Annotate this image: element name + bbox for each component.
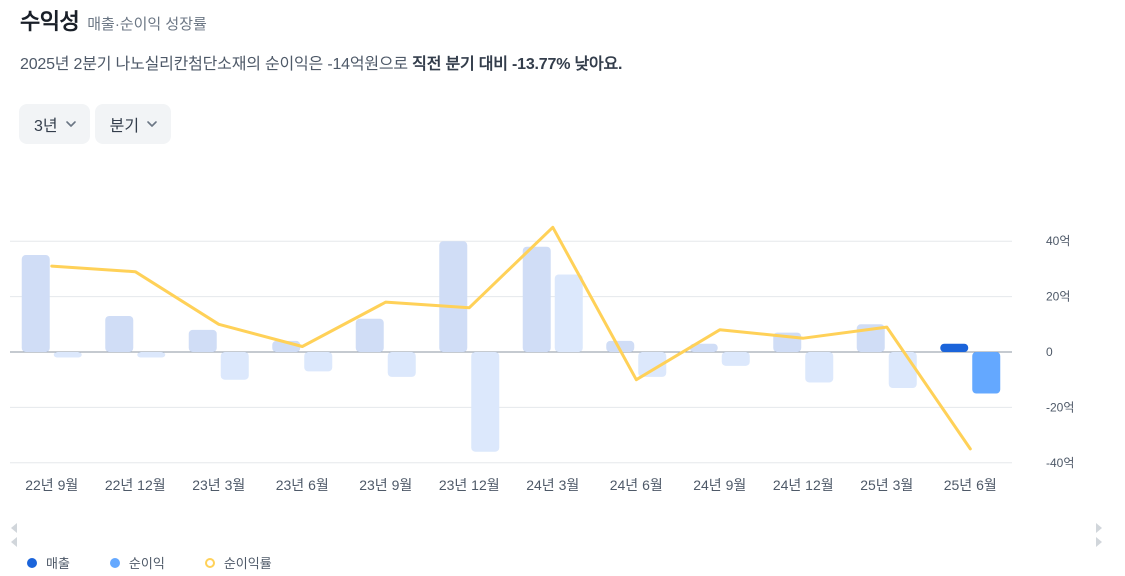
profit-margin-line: [50, 225, 972, 451]
legend-swatch: [109, 557, 120, 568]
legend-label: 순이익률: [223, 556, 272, 571]
section-subtitle: 매출·순이익 성장률: [87, 16, 207, 33]
x-tick-label: 24년 6월: [610, 477, 663, 493]
y-tick-label: 0: [1046, 345, 1053, 359]
revenue-bar: [522, 246, 551, 352]
x-tick-label: 22년 12월: [105, 477, 166, 493]
net-profit-bar: [638, 352, 667, 377]
net-profit-bar: [554, 274, 583, 352]
revenue-bar: [689, 343, 718, 352]
net-profit-bar: [220, 352, 249, 380]
y-tick-label: 40억: [1046, 234, 1070, 248]
x-tick-label: 23년 9월: [359, 477, 412, 493]
revenue-bar: [105, 315, 134, 352]
x-tick-label: 23년 3월: [192, 477, 245, 493]
x-tick-label: 24년 12월: [773, 477, 834, 493]
legend-item-net-profit[interactable]: 순이익: [109, 553, 165, 572]
profitability-chart: 40억 20억 0 -20억 -40억 22년 9월 22년 12월 23년 3월 23년 6월…: [10, 225, 1074, 493]
filter-bar: 3년 분기: [19, 104, 172, 144]
net-profit-bar: [471, 352, 500, 452]
net-profit-bar: [972, 352, 1001, 394]
net-profit-bar: [805, 352, 834, 383]
revenue-bar: [188, 329, 217, 352]
net-profit-bar: [888, 352, 917, 389]
y-tick-label: -20억: [1046, 400, 1074, 414]
legend-swatch: [204, 557, 215, 568]
scroll-right-icon[interactable]: [1096, 523, 1102, 533]
revenue-bar: [940, 343, 969, 352]
net-profit-bar: [304, 352, 333, 372]
x-tick-label: 24년 9월: [693, 477, 746, 493]
x-tick-label: 22년 9월: [25, 477, 78, 493]
legend-label: 매출: [46, 556, 70, 571]
y-tick-label: -40억: [1046, 456, 1074, 470]
x-tick-label: 23년 6월: [276, 477, 329, 493]
scroll-left-icon[interactable]: [11, 537, 17, 547]
revenue-bar: [606, 340, 635, 352]
legend-item-profit-margin[interactable]: 순이익률: [204, 553, 272, 572]
net-profit-bar: [53, 352, 82, 358]
net-profit-bar: [721, 352, 750, 366]
section-title: 수익성: [20, 9, 80, 34]
y-tick-label: 20억: [1046, 290, 1070, 304]
period-range-dropdown[interactable]: 3년: [19, 104, 90, 144]
chevron-down-icon: [65, 121, 76, 127]
x-tick-label: 25년 3월: [860, 477, 913, 493]
revenue-bar: [439, 241, 468, 352]
chart-legend: 매출 순이익 순이익률: [27, 553, 272, 572]
legend-swatch: [27, 557, 37, 568]
section-header: 수익성 매출·순이익 성장률: [20, 4, 207, 36]
period-unit-dropdown[interactable]: 분기: [94, 104, 172, 144]
legend-item-revenue[interactable]: 매출: [27, 553, 70, 572]
x-tick-label: 24년 3월: [526, 477, 579, 493]
period-range-label: 3년: [34, 118, 58, 135]
legend-label: 순이익: [128, 556, 165, 571]
revenue-bar: [21, 255, 50, 352]
summary-text: 2025년 2분기 나노실리칸첨단소재의 순이익은 -14억원으로: [20, 56, 413, 73]
summary-highlight: 직전 분기 대비 -13.77% 낮아요.: [412, 56, 623, 73]
x-tick-label: 25년 6월: [944, 477, 997, 493]
chevron-down-icon: [147, 121, 157, 127]
x-tick-label: 23년 12월: [439, 477, 500, 493]
period-unit-label: 분기: [109, 118, 140, 135]
revenue-bar: [355, 318, 384, 352]
net-profit-bar: [387, 352, 416, 377]
net-profit-bar: [137, 352, 166, 358]
scroll-left-icon[interactable]: [11, 523, 17, 533]
scroll-right-icon[interactable]: [1096, 537, 1102, 547]
profit-summary: 2025년 2분기 나노실리칸첨단소재의 순이익은 -14억원으로 직전 분기 …: [20, 50, 622, 74]
